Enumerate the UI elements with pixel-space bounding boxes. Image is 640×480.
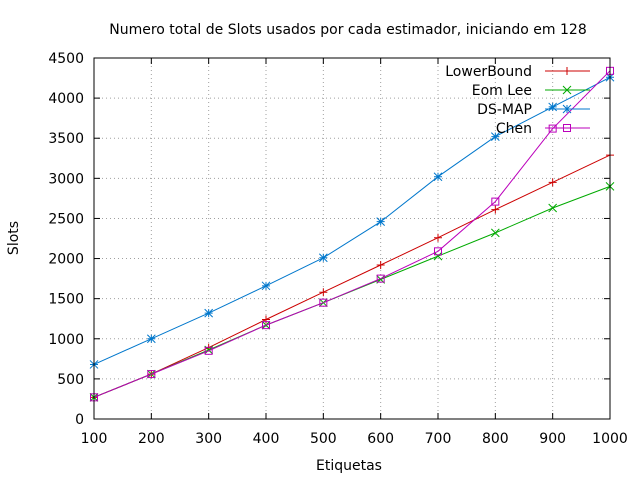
y-tick-label: 4000	[48, 91, 84, 107]
y-tick-label: 0	[75, 412, 84, 428]
data-point	[491, 205, 500, 214]
chart-title: Numero total de Slots usados por cada es…	[109, 22, 586, 38]
y-axis-label: Slots	[6, 221, 22, 255]
legend-label: DS-MAP	[477, 102, 532, 118]
data-point	[319, 288, 328, 297]
data-point	[434, 247, 442, 256]
x-tick-label: 100	[81, 431, 108, 447]
data-point	[490, 132, 500, 141]
data-point	[319, 298, 328, 307]
x-tick-label: 200	[138, 431, 165, 447]
y-tick-label: 3500	[48, 131, 84, 147]
legend-marker	[562, 85, 572, 95]
series-layer	[89, 66, 615, 402]
y-tick-label: 1000	[48, 332, 84, 348]
x-tick-label: 1000	[592, 431, 628, 447]
y-tick-label: 3000	[48, 171, 84, 187]
legend-label: Chen	[496, 121, 532, 137]
x-tick-label: 400	[253, 431, 280, 447]
data-point	[490, 228, 500, 238]
legend-label: Eom Lee	[472, 83, 532, 99]
legend-label: LowerBound	[445, 64, 532, 80]
series-eom-lee	[89, 182, 615, 402]
legend-marker	[563, 67, 571, 75]
data-point	[204, 346, 213, 355]
data-point	[261, 281, 271, 291]
data-point	[376, 217, 386, 227]
data-point	[147, 370, 156, 379]
series-ds-map	[89, 72, 615, 369]
x-tick-label: 700	[425, 431, 452, 447]
series-chen	[90, 66, 614, 402]
x-tick-label: 300	[195, 431, 222, 447]
legend-marker	[563, 124, 571, 132]
data-point	[376, 274, 385, 283]
legend-item: LowerBound	[445, 64, 590, 80]
plot-frame	[93, 57, 611, 420]
data-point	[548, 203, 558, 213]
data-point	[434, 233, 442, 242]
legend-item: Eom Lee	[472, 83, 590, 99]
data-point	[548, 124, 557, 133]
data-point	[146, 334, 156, 344]
x-tick-label: 900	[539, 431, 566, 447]
legend-item: Chen	[496, 121, 590, 137]
data-point	[318, 253, 328, 263]
y-tick-label: 4500	[48, 51, 84, 67]
data-point	[548, 178, 557, 187]
y-tick-label: 2500	[48, 211, 84, 227]
data-point	[262, 315, 270, 324]
data-point	[262, 321, 270, 330]
legend-marker	[562, 104, 572, 114]
data-point	[548, 102, 558, 112]
axis-ticks: 100 200 300 400 500 600 700 800 900 1000 0 500 1000 1…	[48, 51, 627, 447]
legend: LowerBound Eom Lee DS-MAP Chen	[445, 64, 590, 137]
x-tick-label: 800	[482, 431, 509, 447]
y-tick-label: 2000	[48, 252, 84, 268]
series-line	[93, 154, 611, 398]
x-axis-label: Etiquetas	[316, 458, 382, 474]
data-point	[376, 260, 385, 269]
data-point	[204, 308, 214, 318]
series-lowerbound	[90, 151, 614, 402]
y-tick-label: 1500	[48, 292, 84, 308]
legend-item: DS-MAP	[477, 102, 590, 118]
data-point	[491, 197, 500, 206]
y-tick-label: 500	[57, 372, 84, 388]
x-tick-label: 600	[367, 431, 394, 447]
x-tick-label: 500	[310, 431, 337, 447]
series-line	[93, 76, 611, 365]
series-line	[93, 70, 611, 398]
data-point	[433, 172, 443, 182]
data-point	[433, 251, 443, 261]
